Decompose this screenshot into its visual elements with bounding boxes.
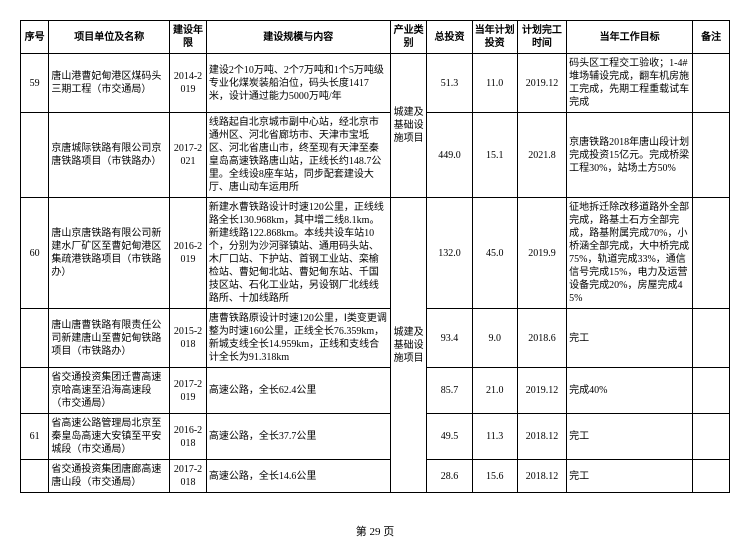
- cell: 2017-2018: [170, 460, 207, 493]
- cell: 线路起自北京城市副中心站，经北京市通州区、河北省廊坊市、天津市宝坻区、河北省唐山…: [206, 113, 390, 198]
- note-cell: [693, 368, 730, 414]
- goal-cell: 征地拆迁除改移道路外全部完成，路基土石方全部完成，路基附属完成70%，小桥涵全部…: [567, 198, 693, 309]
- cell: 高速公路，全长14.6公里: [206, 460, 390, 493]
- cell: 省交通投资集团唐廊高速唐山段（市交通局）: [49, 460, 170, 493]
- goal-cell: 完工: [567, 414, 693, 460]
- cell: 唐山京唐铁路有限公司新建水厂矿区至曹妃甸港区集疏港铁路项目（市铁路办）: [49, 198, 170, 309]
- cell: 11.0: [472, 54, 517, 113]
- cell: 2017-2019: [170, 368, 207, 414]
- cell: [21, 113, 49, 198]
- cell: 59: [21, 54, 49, 113]
- goal-cell: 完工: [567, 309, 693, 368]
- note-cell: [693, 460, 730, 493]
- cell: 京唐城际铁路有限公司京唐铁路项目（市铁路办）: [49, 113, 170, 198]
- cell: 61: [21, 414, 49, 460]
- table-row: 省交通投资集团唐廊高速唐山段（市交通局）2017-2018高速公路，全长14.6…: [21, 460, 730, 493]
- cell: 132.0: [427, 198, 472, 309]
- cell: 15.1: [472, 113, 517, 198]
- cell: 85.7: [427, 368, 472, 414]
- cell: 2015-2018: [170, 309, 207, 368]
- table-row: 60唐山京唐铁路有限公司新建水厂矿区至曹妃甸港区集疏港铁路项目（市铁路办）201…: [21, 198, 730, 309]
- cell: 21.0: [472, 368, 517, 414]
- page-footer: 第 29 页: [20, 523, 730, 539]
- th-time: 计划完工时间: [517, 21, 566, 54]
- cell: 2018.12: [517, 460, 566, 493]
- cell: 省高速公路管理局北京至秦皇岛高速大安镇至平安城段（市交通局）: [49, 414, 170, 460]
- cell: 唐山唐曹铁路有限责任公司新建唐山至曹妃甸铁路项目（市铁路办）: [49, 309, 170, 368]
- cell: 28.6: [427, 460, 472, 493]
- cell: 2017-2021: [170, 113, 207, 198]
- note-cell: [693, 113, 730, 198]
- table-row: 京唐城际铁路有限公司京唐铁路项目（市铁路办）2017-2021线路起自北京城市副…: [21, 113, 730, 198]
- goal-cell: 码头区工程交工验收；1-4#堆场辅设完成，翻车机房施工完成，先期工程重载试车完成: [567, 54, 693, 113]
- cell: 2021.8: [517, 113, 566, 198]
- th-plan: 当年计划投资: [472, 21, 517, 54]
- note-cell: [693, 414, 730, 460]
- cell: 高速公路，全长62.4公里: [206, 368, 390, 414]
- cell: 2019.9: [517, 198, 566, 309]
- cell: 93.4: [427, 309, 472, 368]
- cell: 2016-2018: [170, 414, 207, 460]
- cell: 49.5: [427, 414, 472, 460]
- cell: 9.0: [472, 309, 517, 368]
- th-inv: 总投资: [427, 21, 472, 54]
- cell: 15.6: [472, 460, 517, 493]
- cell: 建设2个10万吨、2个7万吨和1个5万吨级专业化煤炭装船泊位，码头长度1417米…: [206, 54, 390, 113]
- th-seq: 序号: [21, 21, 49, 54]
- category-cell: 城建及基础设施项目: [390, 198, 427, 493]
- note-cell: [693, 309, 730, 368]
- cell: 2014-2019: [170, 54, 207, 113]
- th-goal: 当年工作目标: [567, 21, 693, 54]
- header-row: 序号 项目单位及名称 建设年限 建设规模与内容 产业类别 总投资 当年计划投资 …: [21, 21, 730, 54]
- cell: 2018.6: [517, 309, 566, 368]
- cell: [21, 309, 49, 368]
- cell: 449.0: [427, 113, 472, 198]
- note-cell: [693, 198, 730, 309]
- category-cell: 城建及基础设施项目: [390, 54, 427, 198]
- cell: 2016-2019: [170, 198, 207, 309]
- cell: 11.3: [472, 414, 517, 460]
- th-name: 项目单位及名称: [49, 21, 170, 54]
- cell: 唐曹铁路原设计时速120公里，Ⅰ类变更调整为时速160公里，正线全长76.359…: [206, 309, 390, 368]
- cell: 2019.12: [517, 54, 566, 113]
- cell: [21, 460, 49, 493]
- cell: 51.3: [427, 54, 472, 113]
- goal-cell: 完成40%: [567, 368, 693, 414]
- cell: [21, 368, 49, 414]
- table-row: 省交通投资集团迁曹高速京哈高速至沿海高速段（市交通局）2017-2019高速公路…: [21, 368, 730, 414]
- th-note: 备注: [693, 21, 730, 54]
- goal-cell: 完工: [567, 460, 693, 493]
- project-table: 序号 项目单位及名称 建设年限 建设规模与内容 产业类别 总投资 当年计划投资 …: [20, 20, 730, 493]
- goal-cell: 京唐铁路2018年唐山段计划完成投资15亿元。完成桥梁工程30%，站场土方50%: [567, 113, 693, 198]
- th-year: 建设年限: [170, 21, 207, 54]
- cell: 2018.12: [517, 414, 566, 460]
- table-row: 59唐山港曹妃甸港区煤码头三期工程（市交通局）2014-2019建设2个10万吨…: [21, 54, 730, 113]
- cell: 45.0: [472, 198, 517, 309]
- cell: 高速公路，全长37.7公里: [206, 414, 390, 460]
- table-row: 唐山唐曹铁路有限责任公司新建唐山至曹妃甸铁路项目（市铁路办）2015-2018唐…: [21, 309, 730, 368]
- cell: 60: [21, 198, 49, 309]
- th-content: 建设规模与内容: [206, 21, 390, 54]
- note-cell: [693, 54, 730, 113]
- cell: 省交通投资集团迁曹高速京哈高速至沿海高速段（市交通局）: [49, 368, 170, 414]
- cell: 2019.12: [517, 368, 566, 414]
- cell: 新建水曹铁路设计时速120公里，正线线路全长130.968km，其中增二线8.1…: [206, 198, 390, 309]
- th-cat: 产业类别: [390, 21, 427, 54]
- table-row: 61省高速公路管理局北京至秦皇岛高速大安镇至平安城段（市交通局）2016-201…: [21, 414, 730, 460]
- cell: 唐山港曹妃甸港区煤码头三期工程（市交通局）: [49, 54, 170, 113]
